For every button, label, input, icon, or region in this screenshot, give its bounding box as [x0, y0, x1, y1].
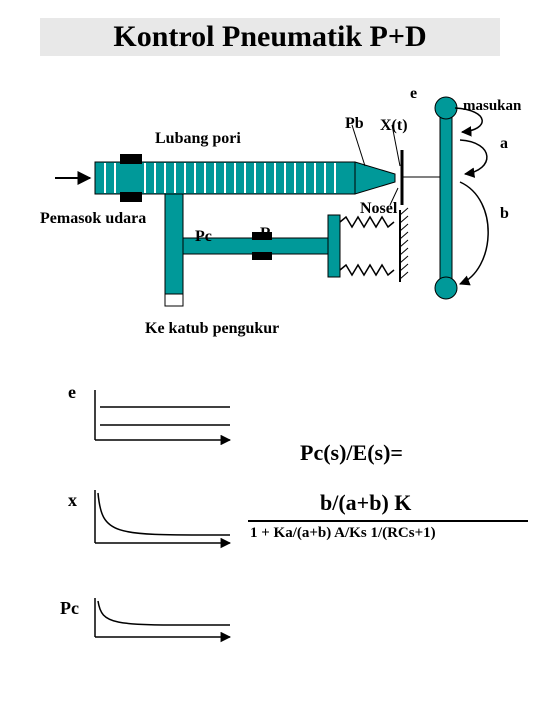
graph-label-x: x [68, 490, 77, 511]
label-pemasok-udara: Pemasok udara [40, 210, 146, 228]
equation-denominator: 1 + Ka/(a+b) A/Ks 1/(RCs+1) [250, 525, 436, 542]
equation-lhs: Pc(s)/E(s)= [300, 440, 403, 466]
label-pb: Pb [345, 115, 364, 133]
graph-pc [90, 595, 240, 645]
label-pc: Pc [195, 228, 212, 246]
graph-e [90, 385, 240, 445]
label-b: b [500, 205, 509, 223]
graph-label-e: e [68, 382, 76, 403]
schematic-diagram [0, 70, 540, 340]
label-e: e [410, 85, 417, 103]
page-title: Kontrol Pneumatik P+D [50, 20, 490, 54]
graph-label-pc: Pc [60, 598, 79, 619]
label-a: a [500, 135, 508, 153]
equation-fraction-bar [248, 520, 528, 522]
equation-numerator: b/(a+b) K [320, 490, 411, 516]
label-masukan: masukan [463, 98, 521, 115]
label-r: R [260, 225, 272, 243]
label-ke-katub: Ke katub pengukur [145, 320, 279, 338]
label-nosel: Nosel [360, 200, 397, 218]
label-xt: X(t) [380, 117, 408, 135]
graph-x [90, 485, 240, 550]
label-lubang-pori: Lubang pori [155, 130, 241, 148]
